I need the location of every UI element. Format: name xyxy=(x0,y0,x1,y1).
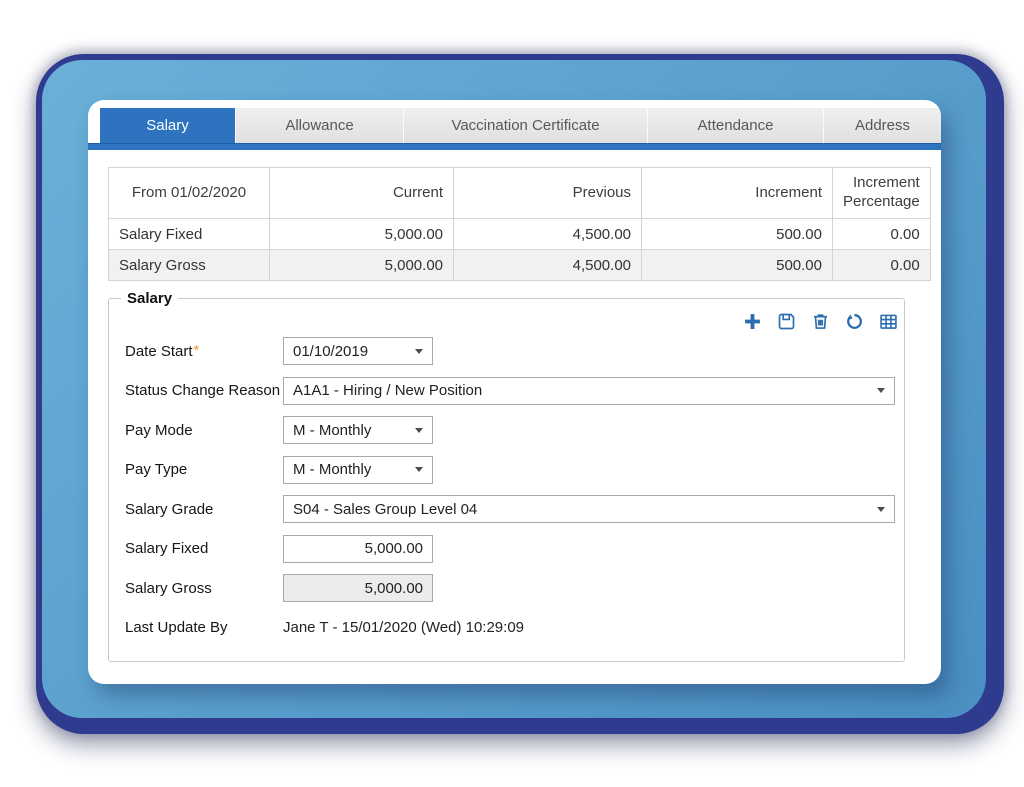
pay-mode-label: Pay Mode xyxy=(125,422,283,439)
table-row: Salary Fixed 5,000.00 4,500.00 500.00 0.00 xyxy=(108,218,931,250)
label-text: Pay Mode xyxy=(125,421,193,439)
date-start-combo[interactable]: 01/10/2019 xyxy=(283,337,433,365)
form-row: Pay Mode M - Monthly xyxy=(125,416,895,444)
undo-icon xyxy=(844,311,865,332)
form-row: Date Start* 01/10/2019 xyxy=(125,337,895,365)
save-button[interactable] xyxy=(775,310,797,332)
pay-mode-combo[interactable]: M - Monthly xyxy=(283,416,433,444)
value-cell: 500.00 xyxy=(641,249,833,281)
tab-label: Attendance xyxy=(697,117,774,134)
tab-attendance[interactable]: Attendance xyxy=(647,108,823,143)
undo-button[interactable] xyxy=(843,310,865,332)
chevron-down-icon xyxy=(877,388,885,393)
form-row: Salary Gross 5,000.00 xyxy=(125,574,895,602)
content-card: Salary Allowance Vaccination Certificate At… xyxy=(88,100,941,684)
tab-bar: Salary Allowance Vaccination Certificate At… xyxy=(100,108,941,143)
table-row: Salary Gross 5,000.00 4,500.00 500.00 0.00 xyxy=(108,249,931,281)
form-toolbar xyxy=(741,310,899,332)
date-start-label: Date Start* xyxy=(125,341,283,360)
column-header: Current xyxy=(269,167,454,219)
form-row: Pay Type M - Monthly xyxy=(125,455,895,484)
label-text: Salary Fixed xyxy=(125,540,209,557)
input-value: 5,000.00 xyxy=(364,579,423,597)
last-update-by-value: Jane T - 15/01/2020 (Wed) 10:29:09 xyxy=(283,619,525,636)
combo-value: M - Monthly xyxy=(293,461,372,478)
label-text: Status Change Reason xyxy=(125,382,281,399)
label-text: Date Start xyxy=(125,342,193,360)
value-cell: 5,000.00 xyxy=(269,218,454,250)
tab-allowance[interactable]: Allowance xyxy=(235,108,403,143)
salary-gross-input: 5,000.00 xyxy=(283,574,433,602)
row-label-cell: Salary Gross xyxy=(108,249,270,281)
plus-icon xyxy=(742,311,763,332)
value-cell: 4,500.00 xyxy=(453,218,642,250)
fieldset-legend: Salary xyxy=(127,290,173,307)
status-change-reason-combo[interactable]: A1A1 - Hiring / New Position xyxy=(283,376,895,405)
column-header: Increment Percentage xyxy=(832,167,931,219)
status-change-reason-label: Status Change Reason xyxy=(125,382,283,399)
row-label-cell: Salary Fixed xyxy=(108,218,270,250)
value-cell: 500.00 xyxy=(641,218,833,250)
tab-label: Vaccination Certificate xyxy=(451,117,600,134)
tab-salary[interactable]: Salary xyxy=(100,108,235,143)
combo-value: A1A1 - Hiring / New Position xyxy=(293,382,483,399)
salary-fieldset: Salary xyxy=(108,290,905,662)
label-text: Salary Grade xyxy=(125,500,214,518)
salary-fixed-label: Salary Fixed xyxy=(125,540,283,557)
add-button[interactable] xyxy=(741,310,763,332)
pay-type-combo[interactable]: M - Monthly xyxy=(283,455,433,484)
grid-button[interactable] xyxy=(877,310,899,332)
required-asterisk: * xyxy=(193,341,200,359)
delete-button[interactable] xyxy=(809,310,831,332)
combo-value: 01/10/2019 xyxy=(293,342,369,360)
value-cell: 0.00 xyxy=(832,218,931,250)
chevron-down-icon xyxy=(415,427,423,433)
form-row: Last Update By Jane T - 15/01/2020 (Wed) … xyxy=(125,614,895,642)
salary-fixed-input[interactable]: 5,000.00 xyxy=(283,534,433,563)
column-header: From 01/02/2020 xyxy=(108,167,270,219)
last-update-by-label: Last Update By xyxy=(125,619,283,636)
chevron-down-icon xyxy=(415,348,423,354)
combo-value: S04 - Sales Group Level 04 xyxy=(293,500,478,518)
value-cell: 4,500.00 xyxy=(453,249,642,281)
chevron-down-icon xyxy=(415,467,423,472)
tab-address[interactable]: Address xyxy=(823,108,941,143)
salary-form: Date Start* 01/10/2019 Status Change Reaso… xyxy=(125,337,895,653)
salary-grade-combo[interactable]: S04 - Sales Group Level 04 xyxy=(283,495,895,523)
salary-grade-label: Salary Grade xyxy=(125,501,283,518)
table-grid-icon xyxy=(878,311,899,332)
value-cell: 0.00 xyxy=(832,249,931,281)
salary-summary-table: From 01/02/2020 Current Previous Increment I… xyxy=(108,167,931,281)
tab-label: Salary xyxy=(146,117,189,134)
table-header-row: From 01/02/2020 Current Previous Increment I… xyxy=(108,167,931,219)
column-header: Increment xyxy=(641,167,833,219)
label-text: Salary Gross xyxy=(125,579,212,597)
tab-label: Address xyxy=(854,117,911,134)
active-tab-stripe xyxy=(88,143,941,150)
form-row: Status Change Reason A1A1 - Hiring / New … xyxy=(125,376,895,405)
pay-type-label: Pay Type xyxy=(125,461,283,478)
form-row: Salary Fixed 5,000.00 xyxy=(125,534,895,563)
label-text: Pay Type xyxy=(125,461,188,478)
trash-icon xyxy=(810,311,831,332)
value-cell: 5,000.00 xyxy=(269,249,454,281)
tab-label: Allowance xyxy=(285,117,354,134)
combo-value: M - Monthly xyxy=(293,421,372,439)
form-row: Salary Grade S04 - Sales Group Level 04 xyxy=(125,495,895,523)
label-text: Last Update By xyxy=(125,619,228,636)
column-header: Previous xyxy=(453,167,642,219)
tab-vaccination-certificate[interactable]: Vaccination Certificate xyxy=(403,108,647,143)
save-icon xyxy=(776,311,797,332)
chevron-down-icon xyxy=(877,506,885,512)
input-value: 5,000.00 xyxy=(364,540,423,557)
salary-gross-label: Salary Gross xyxy=(125,580,283,597)
